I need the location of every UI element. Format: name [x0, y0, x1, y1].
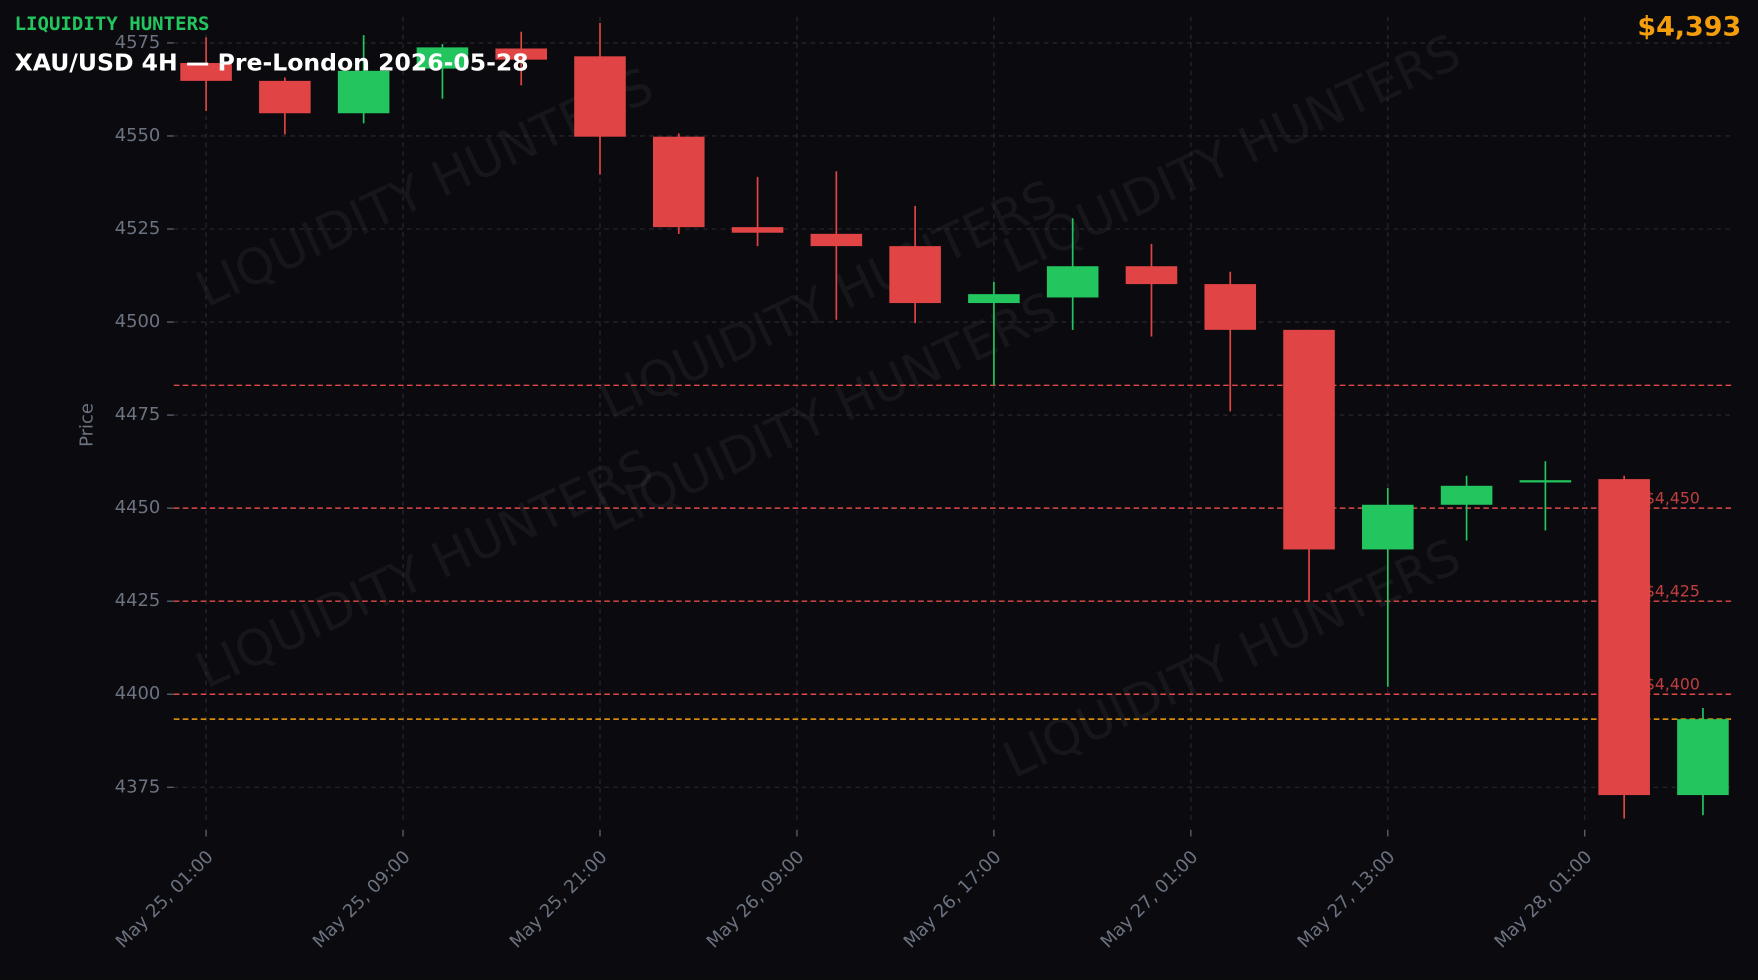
y-tick-label: 4475 [115, 404, 161, 425]
candle-body [968, 294, 1020, 304]
brand: LIQUIDITY HUNTERS [15, 13, 210, 35]
candle-body [1440, 485, 1493, 505]
y-tick-label: 4575 [115, 32, 161, 53]
y-tick-label: 4450 [115, 497, 161, 518]
candle-body [337, 70, 390, 114]
candle-body [1046, 266, 1099, 298]
candle-body [1519, 480, 1572, 483]
candle-body [574, 56, 626, 137]
candle-body [889, 246, 941, 304]
y-tick-label: 4425 [115, 590, 161, 611]
candle-body [1598, 479, 1650, 796]
candle-body [416, 47, 469, 69]
chart-title: XAU/USD 4H — Pre-London 2026-05-28 [15, 48, 529, 76]
y-tick-label: 4375 [115, 776, 161, 797]
candle-body [495, 48, 547, 60]
candle-body [810, 233, 863, 247]
candle-body [259, 80, 311, 114]
y-tick-label: 4525 [115, 218, 161, 239]
candle-body [1283, 329, 1335, 550]
y-tick-label: 4400 [115, 683, 161, 704]
candle-body [1125, 266, 1178, 285]
candle-body [1677, 719, 1729, 796]
y-tick-label: 4550 [115, 125, 161, 146]
candle-body [180, 63, 232, 81]
candle-body [1204, 284, 1257, 330]
candle-body [731, 227, 784, 233]
candle-body [1362, 504, 1414, 550]
candle-body [652, 136, 705, 228]
price-label: $4,393 [1637, 12, 1741, 43]
y-axis-label: Price [76, 403, 97, 447]
y-tick-label: 4500 [115, 311, 161, 332]
